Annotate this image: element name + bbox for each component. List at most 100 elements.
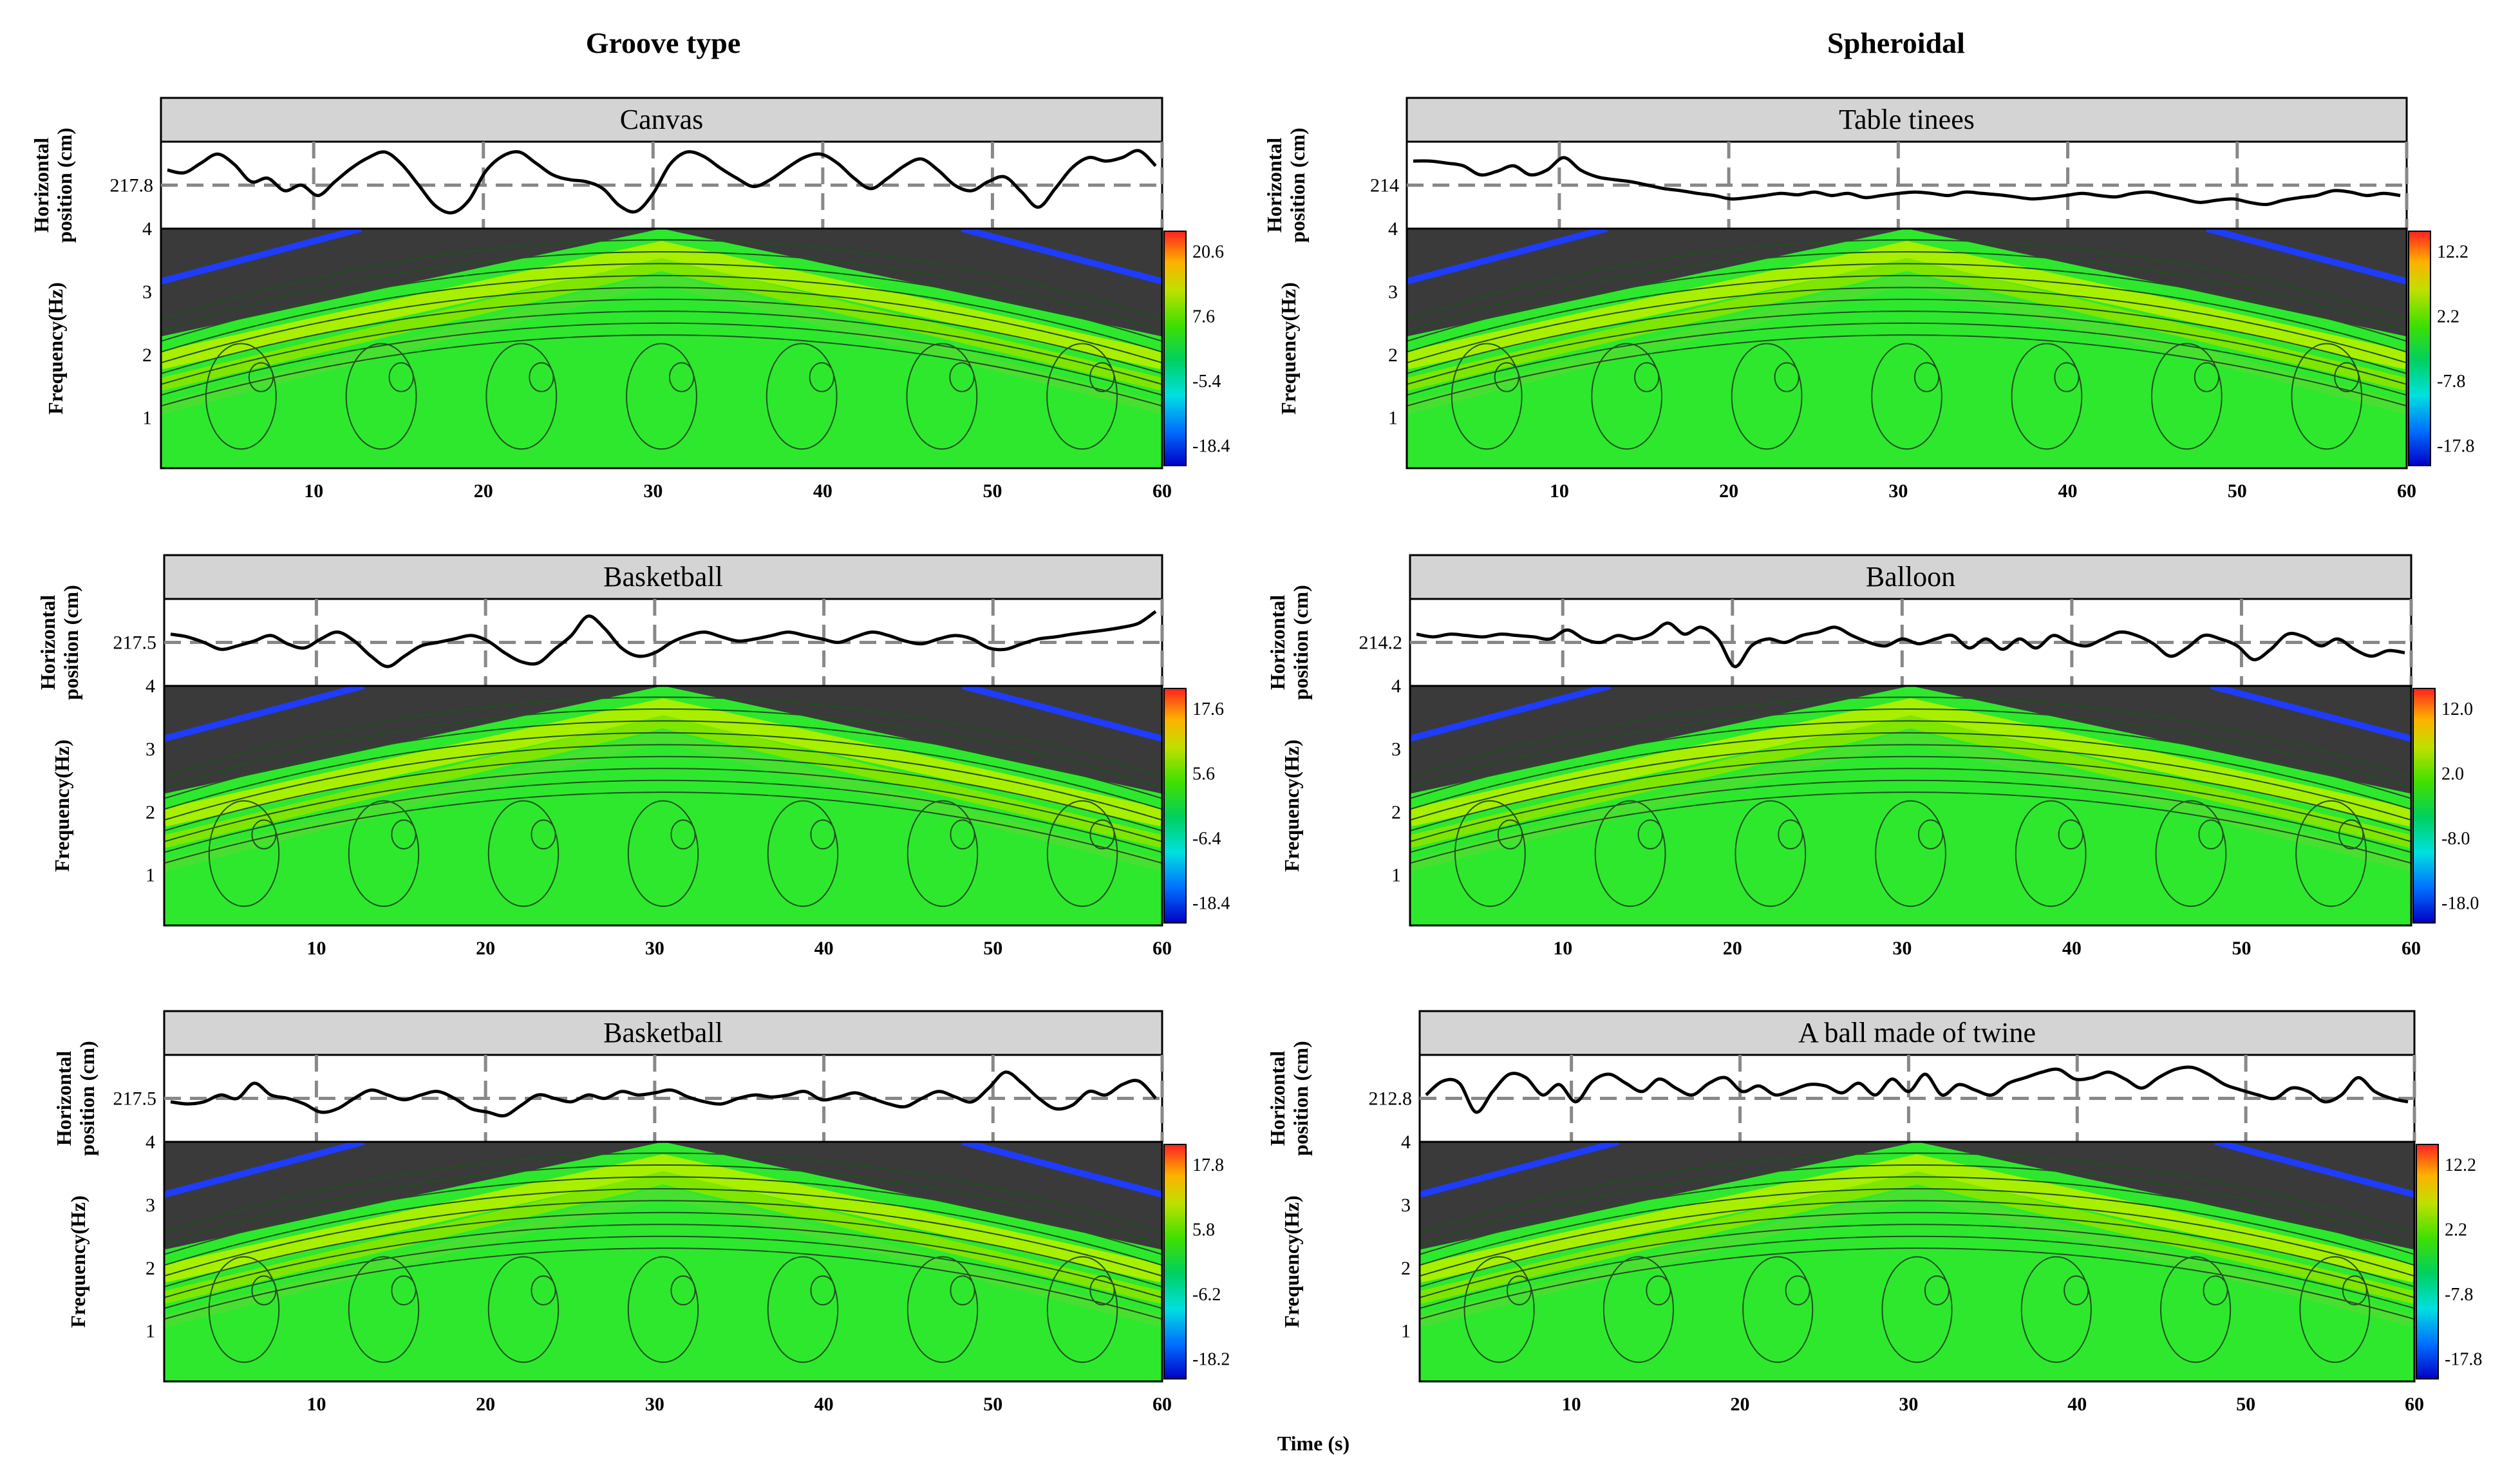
spectrum-frame [1406,227,2408,469]
position-axis-label: Horizontalposition (cm) [52,1041,99,1156]
position-axis-label-line1: Horizontal [1266,1051,1289,1146]
contour-blob [907,800,979,907]
wavelet-panel-4: Balloon 214.2 Horizontalposition (cm) 1 2 3 4 F… [1266,554,2479,959]
contour-line [164,1176,1162,1255]
position-axis-label-line1: Horizontal [1263,138,1286,233]
time-tick-label: 10 [1553,938,1572,959]
contour-blob [251,819,277,849]
cone-of-influence [164,1142,1162,1250]
contour-blob [487,1256,559,1363]
ridge-band [161,272,1162,414]
time-tick-label: 30 [1899,1394,1918,1415]
time-tick-label: 20 [476,938,495,959]
contour-blob [2015,800,2087,907]
time-tick-label: 60 [2405,1394,2424,1415]
frequency-tick-label: 2 [146,1258,155,1279]
spectrum-frame [1409,685,2412,927]
contour-line [164,755,1162,832]
edge-streak [161,229,362,285]
frequency-tick-label: 4 [146,676,155,697]
contour-line [1420,1152,2414,1234]
panel-title: Balloon [1866,561,1955,592]
contour-line [164,791,1162,864]
edge-streak [961,1142,1162,1198]
position-axis-label: Horizontalposition (cm) [30,128,76,243]
contour-blob [1594,800,1666,907]
ridge-band [1407,241,2407,370]
contour-blob [2194,362,2220,392]
wavelet-spectrum [1407,229,2407,468]
contour-blob [2295,800,2367,907]
position-axis-label-line2: position (cm) [75,1041,99,1156]
contour-line [164,1152,1162,1234]
contour-blob [950,819,975,849]
edge-streak [1420,1142,1620,1198]
edge-streak [961,229,1162,285]
contour-blob [2160,1256,2232,1363]
contour-blob [1871,343,1942,450]
frequency-tick-label: 3 [146,1195,155,1216]
time-tick-label: 50 [2236,1394,2255,1415]
cone-of-influence [164,686,1162,794]
edge-streak [164,1142,365,1198]
contour-blob [2020,1256,2092,1363]
contour-blob [810,1275,836,1305]
colorbar-tick-label: 5.6 [1192,764,1215,784]
ridge-band [164,698,1162,827]
contour-blob [1089,1275,1115,1305]
contour-line [164,1211,1162,1288]
colorbar-tick-label: 5.8 [1192,1220,1215,1240]
edge-streak [2214,1142,2414,1198]
contour-blob [626,343,697,450]
reference-value-label: 217.5 [113,632,157,654]
contour-blob [2299,1256,2371,1363]
contour-line [164,1247,1162,1320]
panel-title: Basketball [603,1017,723,1048]
contour-blob [1494,362,1519,392]
colorbar [2408,231,2431,466]
cone-of-influence [1407,229,2407,337]
time-tick-label: 10 [306,1394,326,1415]
contour-blob [1089,819,1115,849]
contour-blob [1881,1256,1953,1363]
contour-blob [391,819,417,849]
frequency-tick-label: 4 [1401,1132,1411,1153]
contour-line [164,696,1162,778]
panel-title: Canvas [620,104,704,135]
colorbar-tick-label: 2.0 [2441,764,2464,784]
contour-blob [809,362,834,392]
edge-streak [2210,686,2411,742]
time-tick-label: 60 [1152,1394,1172,1415]
time-tick-label: 20 [476,1394,495,1415]
time-tick-label: 30 [1892,938,1912,959]
frequency-axis-label: Frequency(Hz) [1280,1195,1303,1328]
colorbar [1163,688,1187,924]
panel-title-box [160,97,1163,143]
time-tick-label: 20 [1719,480,1738,502]
time-tick-label: 50 [983,1394,1002,1415]
contour-blob [251,1275,277,1305]
time-tick-label: 10 [306,938,326,959]
position-axis-label: Horizontalposition (cm) [1266,585,1312,700]
contour-blob [205,343,277,450]
contour-line [1420,1247,2414,1320]
contour-line [1420,1235,2414,1309]
wavelet-spectrum [1420,1142,2414,1381]
spectrum-frame [160,227,1163,469]
time-tick-label: 40 [2062,938,2082,959]
ridge-band [1410,730,2411,871]
frequency-tick-label: 3 [1388,281,1398,303]
contour-blob [949,362,975,392]
contour-blob [2155,800,2227,907]
contour-blob [531,819,556,849]
contour-blob [1774,362,1800,392]
contour-blob [2338,819,2364,849]
colorbar-tick-label: -7.8 [2437,372,2465,392]
ridge-band [164,1171,1162,1304]
contour-blob [627,800,699,907]
colorbar-tick-label: -8.0 [2441,829,2470,849]
time-tick-label: 30 [643,480,663,502]
contour-blob [2011,343,2083,450]
contour-blob [2342,1275,2367,1305]
spectrum-frame [163,685,1163,927]
